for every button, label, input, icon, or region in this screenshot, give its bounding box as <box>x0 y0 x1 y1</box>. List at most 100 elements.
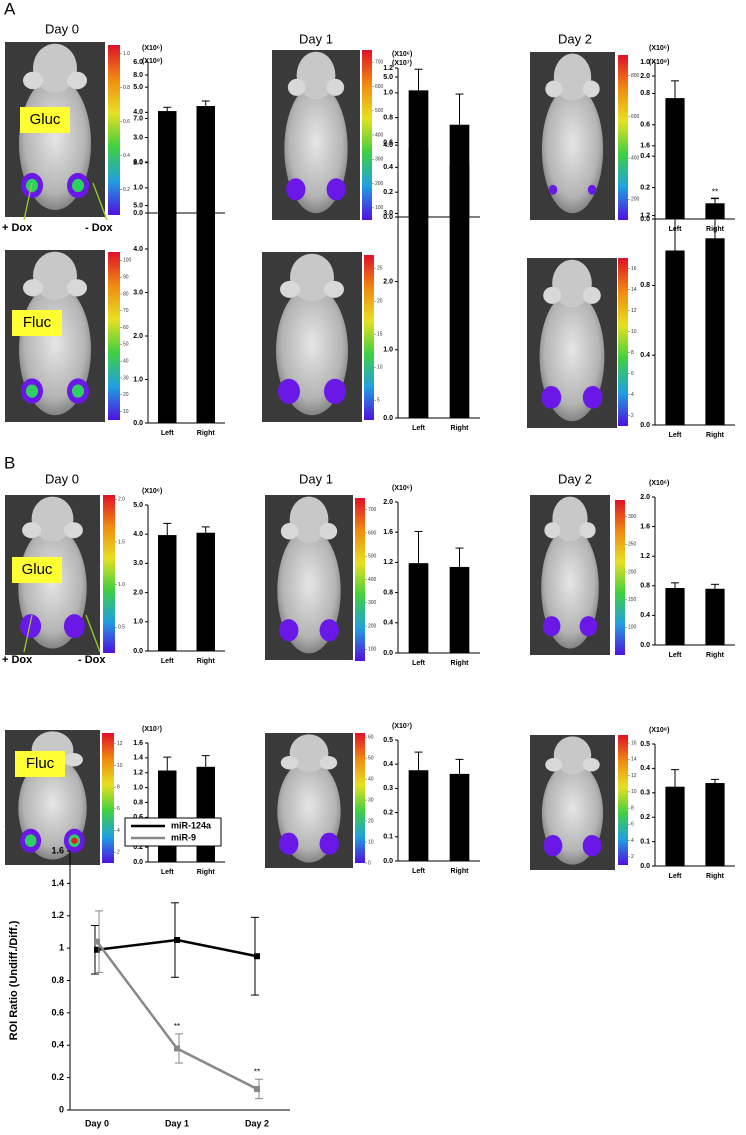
colorbar <box>618 55 628 220</box>
y-tick-label: 1.0 <box>133 784 143 791</box>
y-tick-label: 0.0 <box>133 210 143 217</box>
y-tick-label: 0.4 <box>51 1040 64 1050</box>
x-tick-label: Left <box>412 660 426 667</box>
colorbar-tick-label: 600 <box>368 530 377 536</box>
x-tick-label: Left <box>161 430 175 437</box>
multiplier: (X10⁸) <box>649 59 669 66</box>
day-label: Day 1 <box>299 31 333 46</box>
y-tick-label: 0.4 <box>383 164 393 171</box>
mouse-head <box>289 734 329 773</box>
x-tick-label: Right <box>706 652 725 659</box>
mouse-head <box>553 736 592 775</box>
y-tick-label: 0.0 <box>133 859 143 866</box>
colorbar-tick-label: 80 <box>123 291 129 297</box>
colorbar-tick-label: 2 <box>631 413 634 419</box>
multiplier: (X10⁷) <box>142 726 162 733</box>
multiplier: (X10⁶) <box>142 45 162 52</box>
colorbar-tick-label: 0.6 <box>123 119 130 125</box>
signal <box>279 619 299 642</box>
colorbar <box>355 733 365 863</box>
dox-label: - Dox <box>85 222 113 234</box>
signal <box>587 184 597 195</box>
colorbar-tick-label: 10 <box>117 763 123 769</box>
y-tick-label: 5.0 <box>133 202 143 209</box>
colorbar-tick-label: 25 <box>377 266 383 272</box>
mouse-ear <box>287 78 306 96</box>
colorbar-tick-label: 8 <box>117 784 120 790</box>
colorbar-tick-label: 300 <box>375 157 384 163</box>
mouse-ear <box>280 280 300 298</box>
colorbar <box>355 498 365 661</box>
y-tick-label: 1.2 <box>51 910 64 920</box>
y-tick-label: 0.0 <box>133 420 143 427</box>
multiplier: (X10⁶) <box>392 51 412 58</box>
signal <box>279 832 299 855</box>
y-tick-label: 0.2 <box>640 814 650 821</box>
x-tick-label: Left <box>669 652 683 659</box>
reporter-label: Gluc <box>30 111 61 128</box>
y-tick-label: 2.0 <box>133 333 143 340</box>
colorbar-tick-label: 0 <box>368 860 371 866</box>
marker <box>174 937 180 944</box>
y-tick-label: 0.0 <box>133 648 143 655</box>
mouse-ear <box>280 755 299 770</box>
marker <box>94 946 100 953</box>
colorbar-tick-label: 70 <box>123 308 129 314</box>
y-tick-label: 0.0 <box>640 216 650 223</box>
mouse-head <box>290 253 334 302</box>
bar <box>665 786 685 866</box>
panel-label: A <box>4 0 16 18</box>
bar <box>408 770 429 861</box>
bar <box>705 238 725 425</box>
colorbar-tick-label: 800 <box>631 73 640 79</box>
signal-hot <box>71 837 78 844</box>
mouse-body <box>541 85 604 214</box>
multiplier: (X10⁶) <box>649 45 669 52</box>
mouse-ear <box>582 286 601 304</box>
colorbar <box>618 735 628 865</box>
colorbar-tick-label: 12 <box>631 773 637 779</box>
legend-box <box>124 817 222 847</box>
colorbar-tick-label: 1.0 <box>118 582 125 588</box>
signal <box>582 386 603 409</box>
y-tick-label: 8.0 <box>133 72 143 79</box>
y-tick-label: 1.6 <box>640 523 650 530</box>
y-tick-label: 0.2 <box>640 184 650 191</box>
y-tick-label: 0.8 <box>383 589 393 596</box>
reporter-box <box>12 557 62 583</box>
y-tick-label: 0.1 <box>640 838 650 845</box>
y-tick-label: 3.0 <box>383 210 393 217</box>
y-tick-label: 7.0 <box>133 115 143 122</box>
colorbar-tick-label: 700 <box>368 507 377 513</box>
mouse-head <box>296 51 336 100</box>
colorbar-tick-label: 20 <box>377 299 383 305</box>
y-tick-label: 0.4 <box>640 153 650 160</box>
dox-arrow <box>85 614 101 653</box>
colorbar-tick-label: 100 <box>123 258 132 264</box>
y-tick-label: 1.0 <box>383 90 393 97</box>
colorbar-tick-label: 90 <box>123 275 129 281</box>
dox-label: + Dox <box>2 222 33 234</box>
signal-core <box>24 834 37 847</box>
day-label: Day 2 <box>558 31 592 46</box>
panel-label: B <box>4 453 15 472</box>
x-tick-label: Day 0 <box>85 1118 109 1128</box>
colorbar-tick-label: 50 <box>368 755 374 761</box>
y-tick-label: 0.0 <box>383 858 393 865</box>
mouse-ear <box>63 752 83 767</box>
colorbar <box>108 45 120 215</box>
colorbar-tick-label: 1.0 <box>123 51 130 57</box>
colorbar-tick-label: 300 <box>368 600 377 606</box>
bar <box>158 535 177 651</box>
reporter-box <box>20 107 70 133</box>
x-tick-label: Left <box>669 873 683 880</box>
mouse-head <box>552 496 588 542</box>
y-tick-label: 0 <box>59 1104 64 1114</box>
bar <box>158 162 177 423</box>
mouse-ear <box>579 522 596 539</box>
multiplier: (X10⁶) <box>392 485 412 492</box>
dox-arrow <box>23 614 33 653</box>
mouse-ear <box>63 522 83 539</box>
reporter-label: Gluc <box>22 561 53 578</box>
